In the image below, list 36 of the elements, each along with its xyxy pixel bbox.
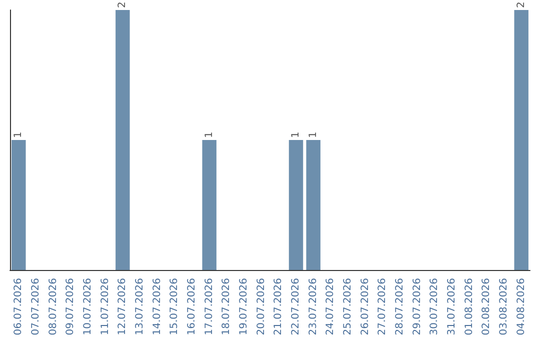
data-label: 1: [290, 132, 302, 138]
x-tick-label: 15.07.2026: [169, 278, 180, 336]
x-tick-label: 17.07.2026: [204, 278, 215, 336]
x-tick-label: 10.07.2026: [82, 278, 94, 336]
x-tick-label: 09.07.2026: [65, 278, 76, 336]
x-tick-label: 03.08.2026: [498, 278, 510, 336]
x-tick-label: 08.07.2026: [48, 278, 59, 336]
x-tick-label: 27.07.2026: [377, 278, 388, 336]
x-tick-label: 24.07.2026: [325, 278, 336, 336]
x-tick-label: 02.08.2026: [481, 278, 492, 336]
x-tick-label: 16.07.2026: [186, 278, 198, 336]
x-tick-label: 18.07.2026: [221, 278, 232, 336]
x-tick-label: 12.07.2026: [117, 278, 128, 336]
x-tick-label: 06.07.2026: [13, 278, 24, 336]
x-tick-label: 29.07.2026: [412, 278, 423, 336]
data-label: 2: [516, 2, 527, 8]
data-label: 1: [204, 132, 215, 138]
x-tick-label: 25.07.2026: [342, 278, 354, 336]
x-tick-label: 28.07.2026: [394, 278, 406, 336]
x-tick-label: 21.07.2026: [273, 278, 284, 336]
data-label: 2: [117, 2, 128, 8]
x-tick-label: 22.07.2026: [290, 278, 302, 336]
x-tick-label: 07.07.2026: [30, 278, 42, 336]
x-tick-label: 01.08.2026: [464, 278, 475, 336]
x-tick-label: 14.07.2026: [152, 278, 163, 336]
x-tick-label: 23.07.2026: [308, 278, 319, 336]
data-label: 1: [308, 132, 319, 138]
x-tick-label: 30.07.2026: [429, 278, 440, 336]
x-tick-label: 31.07.2026: [446, 278, 458, 336]
data-label: 1: [13, 132, 24, 138]
x-tick-label: 04.08.2026: [516, 278, 527, 336]
x-tick-label: 20.07.2026: [256, 278, 267, 336]
x-tick-label: 11.07.2026: [100, 278, 111, 336]
x-tick-label: 13.07.2026: [134, 278, 146, 336]
x-tick-label: 19.07.2026: [238, 278, 250, 336]
x-tick-label: 26.07.2026: [360, 278, 371, 336]
